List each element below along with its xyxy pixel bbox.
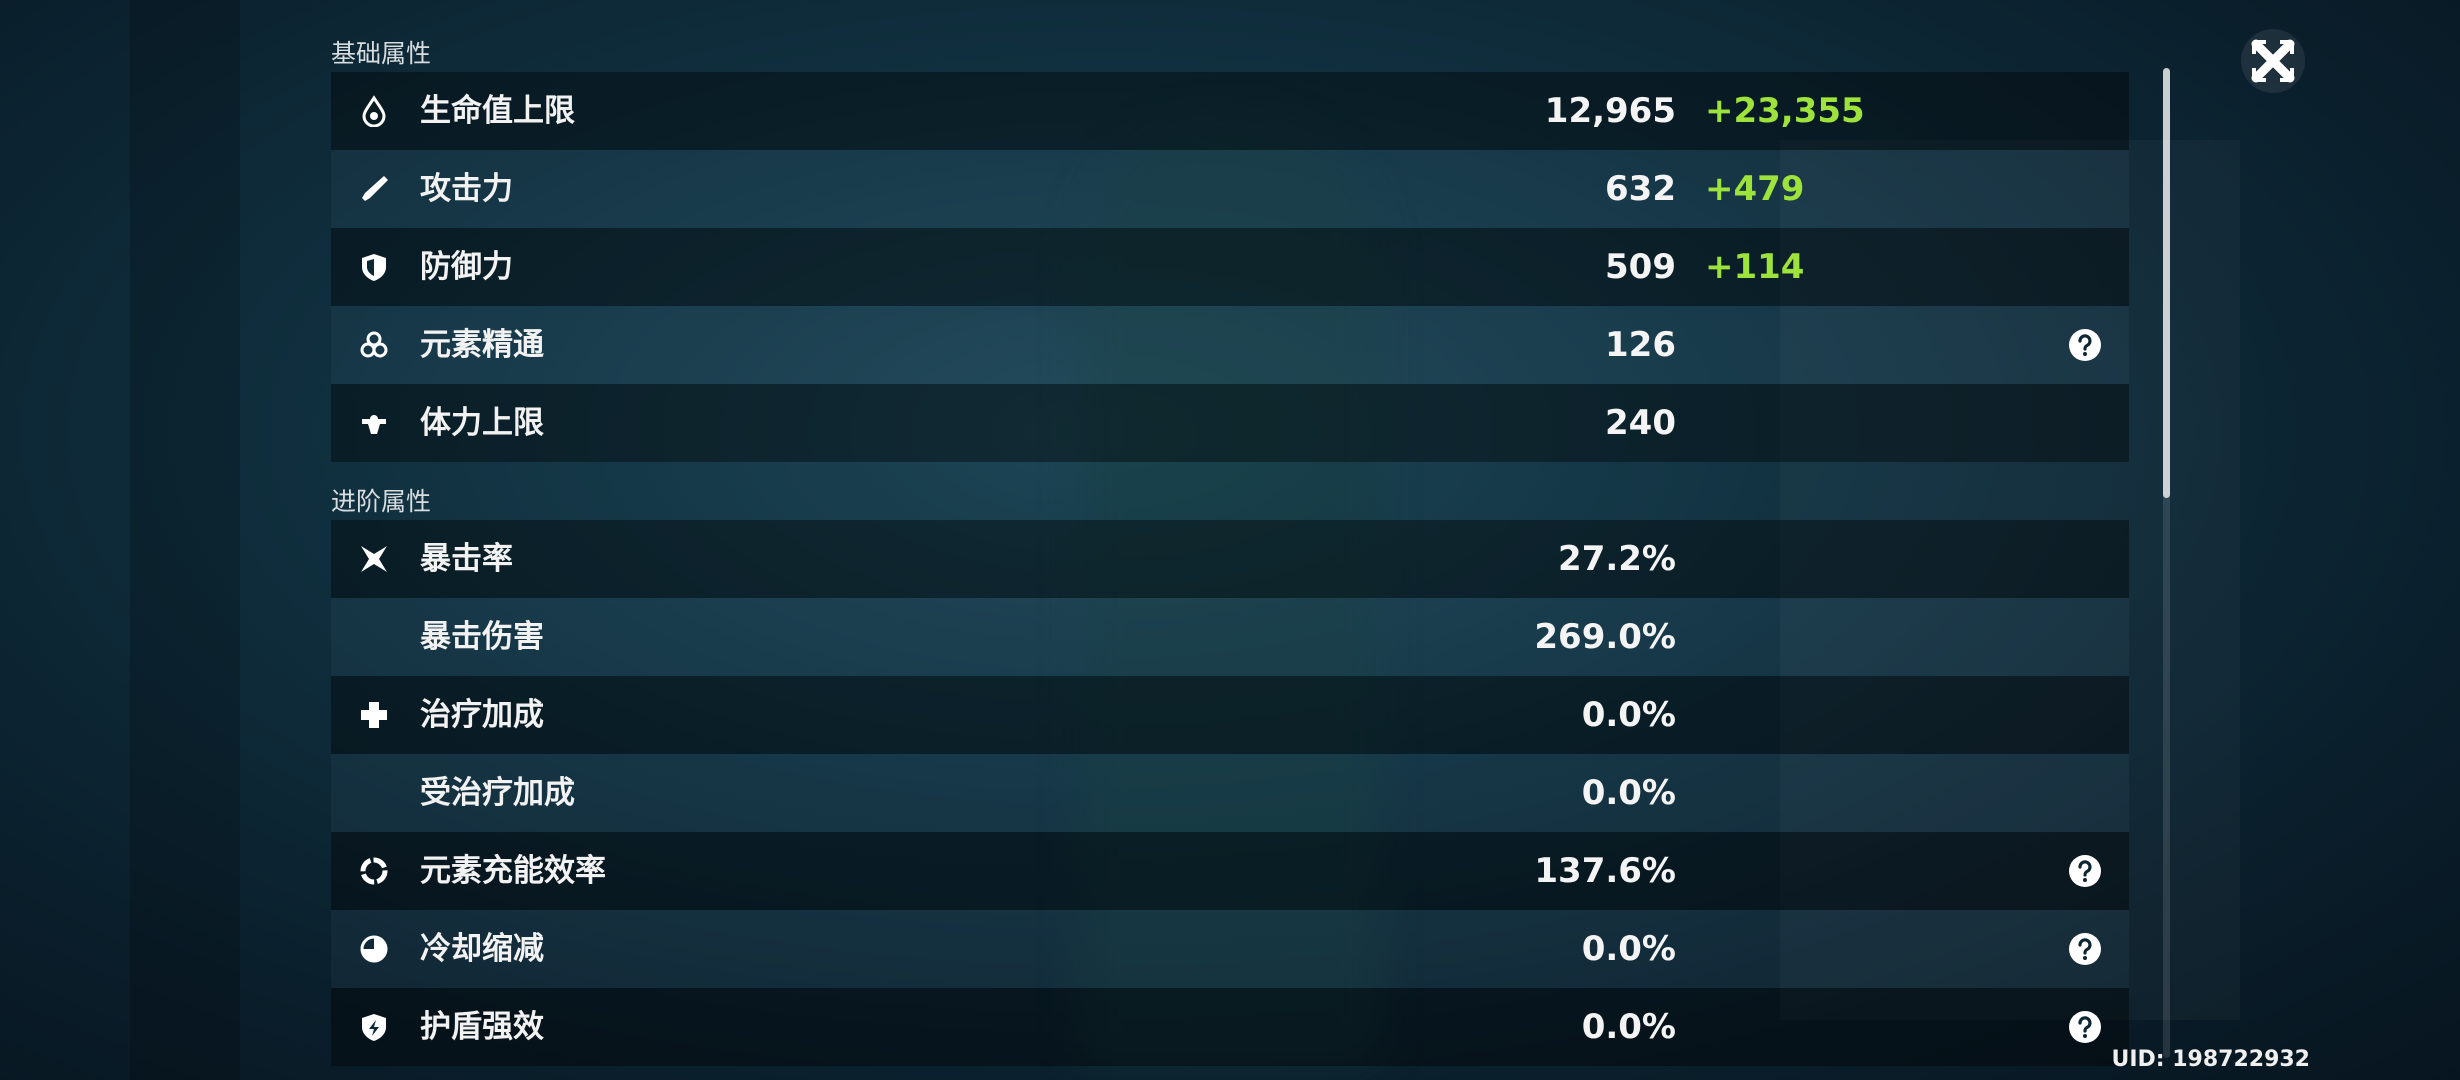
attribute-label: 冷却缩减 <box>420 931 544 967</box>
attribute-bonus: +479 <box>1705 169 1805 209</box>
attribute-bonus: +114 <box>1705 247 1805 287</box>
attribute-label: 护盾强效 <box>420 1009 544 1045</box>
attribute-value: 269.0% <box>1534 617 1676 657</box>
attribute-row: 冷却缩减 0.0% <box>331 910 2129 988</box>
attribute-value: 632 <box>1605 169 1676 209</box>
attribute-row: 生命值上限 12,965 +23,355 <box>331 72 2129 150</box>
attribute-label: 治疗加成 <box>420 697 544 733</box>
attribute-icon <box>362 254 386 281</box>
help-icon[interactable] <box>2068 328 2102 362</box>
attribute-value: 137.6% <box>1534 851 1676 891</box>
attribute-label: 生命值上限 <box>420 93 575 129</box>
attribute-bonus: +23,355 <box>1705 91 1865 131</box>
attribute-label: 元素精通 <box>420 327 544 363</box>
attribute-icon <box>360 331 388 358</box>
scroll-track <box>2163 68 2170 1058</box>
character-silhouette <box>1080 120 1380 1070</box>
attribute-row: 元素充能效率 137.6% <box>331 832 2129 910</box>
attribute-row: 暴击率 27.2% <box>331 520 2129 598</box>
attribute-label: 元素充能效率 <box>420 853 606 889</box>
attribute-label: 攻击力 <box>420 171 513 207</box>
attribute-value: 27.2% <box>1558 539 1676 579</box>
help-icon[interactable] <box>2068 854 2102 888</box>
scroll-thumb[interactable] <box>2163 68 2170 498</box>
uid: UID: 198722932 <box>2111 1047 2310 1072</box>
attribute-icon <box>360 935 388 963</box>
section-title: 基础属性 <box>331 39 432 68</box>
attribute-icon <box>362 415 386 434</box>
attribute-value: 0.0% <box>1581 1007 1676 1047</box>
section-title: 进阶属性 <box>331 487 432 516</box>
attribute-icon <box>362 95 386 127</box>
attribute-value: 509 <box>1605 247 1676 287</box>
attribute-icon <box>362 1014 386 1041</box>
attribute-value: 12,965 <box>1544 91 1676 131</box>
attribute-row: 受治疗加成 0.0% <box>331 754 2129 832</box>
attribute-label: 防御力 <box>420 249 513 285</box>
attribute-row: 防御力 509 +114 <box>331 228 2129 306</box>
attribute-label: 暴击伤害 <box>420 619 544 655</box>
attribute-value: 0.0% <box>1581 773 1676 813</box>
sidebar <box>130 0 240 1080</box>
attribute-row: 暴击伤害 269.0% <box>331 598 2129 676</box>
attribute-icon <box>361 546 387 572</box>
attribute-row: 护盾强效 0.0% <box>331 988 2129 1066</box>
attribute-value: 240 <box>1605 403 1676 443</box>
attribute-row: 元素精通 126 <box>331 306 2129 384</box>
attribute-icon <box>362 176 388 201</box>
attribute-label: 体力上限 <box>420 405 544 441</box>
attribute-row: 治疗加成 0.0% <box>331 676 2129 754</box>
help-icon[interactable] <box>2068 1010 2102 1044</box>
attribute-value: 0.0% <box>1581 929 1676 969</box>
attribute-value: 126 <box>1605 325 1676 365</box>
attribute-value: 0.0% <box>1581 695 1676 735</box>
attribute-row: 攻击力 632 +479 <box>331 150 2129 228</box>
help-icon[interactable] <box>2068 932 2102 966</box>
close-button[interactable] <box>2240 28 2306 94</box>
attribute-icon <box>361 702 387 728</box>
attribute-label: 受治疗加成 <box>420 775 575 811</box>
attribute-icon <box>360 857 388 885</box>
attribute-row: 体力上限 240 <box>331 384 2129 462</box>
attribute-label: 暴击率 <box>420 541 513 577</box>
